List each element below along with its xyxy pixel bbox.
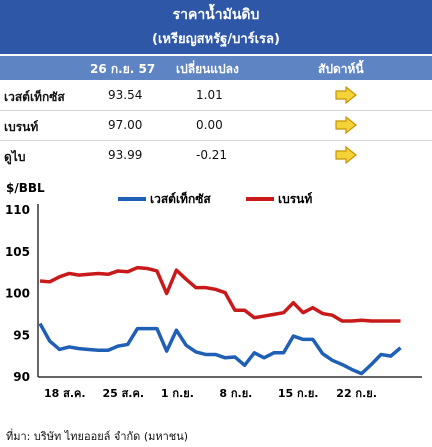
title-banner: ราคาน้ำมันดิบ (เหรียญสหรัฐ/บาร์เรล) [0, 0, 432, 54]
y-tick-label: 100 [5, 287, 30, 301]
table-row-wti: เวสต์เท็กซัส 93.54 1.01 [0, 82, 432, 110]
row-price: 97.00 [108, 118, 143, 132]
chart-title: ราคาน้ำมันดิบ [172, 7, 260, 23]
row-name: เวสต์เท็กซัส [4, 90, 65, 104]
chart-legend: เวสต์เท็กซัส เบรนท์ [118, 191, 312, 206]
row-divider [0, 140, 432, 141]
x-tick-label: 18 ส.ค. [44, 387, 86, 400]
source-note: ที่มา: บริษัท ไทยออยล์ จำกัด (มหาชน) [6, 430, 189, 443]
row-change: 0.00 [196, 118, 223, 132]
series-line-wti [38, 322, 402, 376]
y-tick-label: 90 [13, 370, 30, 384]
y-tick-label: 110 [5, 203, 30, 217]
y-tick-label: 105 [5, 245, 30, 259]
x-ticks: 18 ส.ค. 25 ส.ค. 1 ก.ย. 8 ก.ย. 15 ก.ย. 22 ก.ย. [44, 387, 377, 400]
right-arrow-icon [334, 85, 358, 107]
row-change: 1.01 [196, 88, 223, 102]
right-arrow-icon [334, 115, 358, 137]
row-name: ดูไบ [4, 150, 26, 164]
x-tick-label: 1 ก.ย. [161, 387, 194, 400]
x-tick-label: 8 ก.ย. [219, 387, 252, 400]
change-column-header: เปลี่ยนแปลง [176, 62, 239, 76]
y-axis-label: $/BBL [6, 181, 45, 195]
x-tick-label: 25 ส.ค. [102, 387, 144, 400]
oil-price-chart: $/BBL เวสต์เท็กซัส เบรนท์ 9095100105110 … [5, 181, 422, 400]
legend-label-wti: เวสต์เท็กซัส [150, 191, 211, 206]
y-tick-label: 95 [13, 328, 30, 342]
series-line-brent [39, 265, 401, 323]
table-row-brent: เบรนท์ 97.00 0.00 [0, 112, 432, 140]
date-column-header: 26 ก.ย. 57 [90, 62, 156, 76]
right-arrow-icon [334, 145, 358, 167]
legend-label-brent: เบรนท์ [278, 192, 312, 206]
row-price: 93.99 [108, 148, 143, 162]
row-change: -0.21 [196, 148, 228, 162]
chart-subtitle: (เหรียญสหรัฐ/บาร์เรล) [152, 32, 280, 47]
row-divider [0, 110, 432, 111]
week-column-header: สัปดาห์นี้ [318, 62, 364, 76]
row-price: 93.54 [108, 88, 143, 102]
y-ticks: 90 95 100 105 110 [5, 203, 30, 384]
x-tick-label: 15 ก.ย. [278, 387, 319, 400]
table-row-dubai: ดูไบ 93.99 -0.21 [0, 142, 432, 170]
series-lines [38, 265, 402, 376]
table-header: 26 ก.ย. 57 เปลี่ยนแปลง สัปดาห์นี้ [0, 56, 432, 80]
row-name: เบรนท์ [4, 120, 39, 134]
x-tick-label: 22 ก.ย. [336, 387, 377, 400]
